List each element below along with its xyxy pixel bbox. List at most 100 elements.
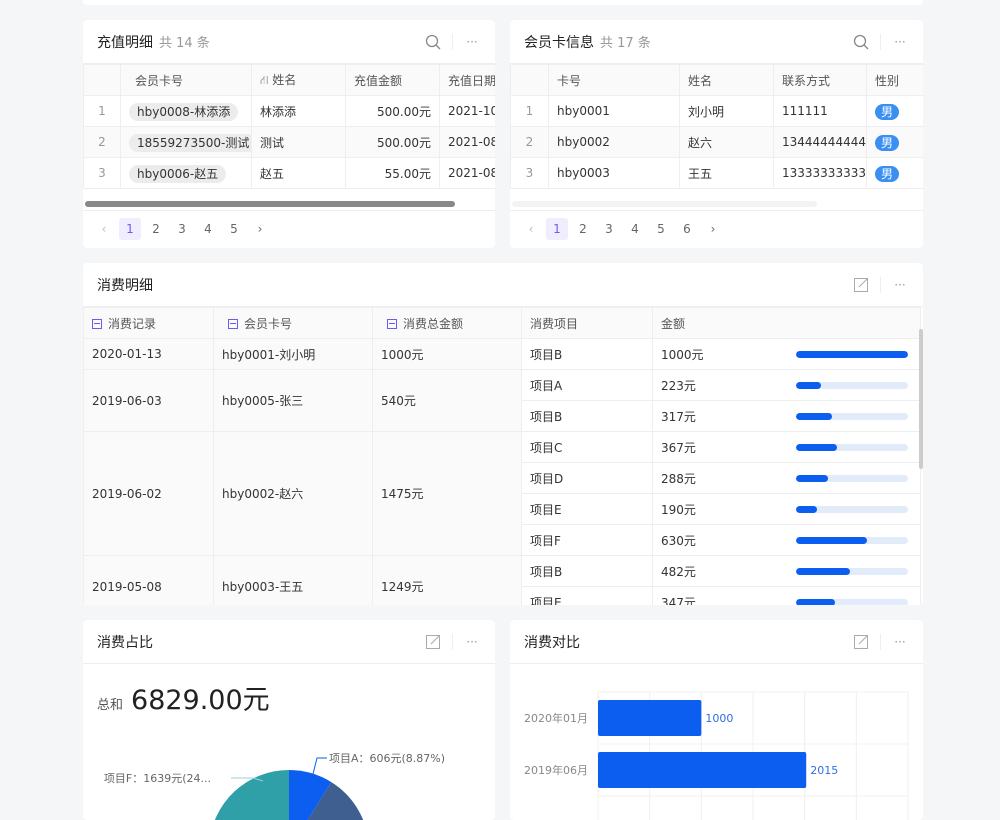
- amount-progress-bar: [796, 444, 908, 451]
- col-card[interactable]: 会员卡号: [120, 64, 252, 96]
- cell-item: 项目E: [521, 493, 653, 525]
- cell-total: 1475元: [372, 431, 522, 556]
- card-title: 充值明细: [97, 34, 153, 51]
- cell-card: hby0001-刘小明: [213, 338, 373, 370]
- table-row[interactable]: 3 hby0003 王五 13333333333 男: [510, 157, 923, 189]
- expand-icon[interactable]: [852, 633, 870, 651]
- consumption-detail-card: 消费明细 ··· 消费记录 会员卡号 消费总金额 消费项目 金额 2020-01…: [83, 263, 923, 605]
- table-row[interactable]: 1 hby0008-林添添 林添添 500.00元 2021-10: [83, 95, 495, 127]
- cell-amount: 367元: [652, 431, 921, 463]
- more-icon[interactable]: ···: [466, 634, 478, 649]
- col-sex[interactable]: 性别: [866, 64, 923, 96]
- table-row[interactable]: 1 hby0001 刘小明 111111 男: [510, 95, 923, 127]
- page-1[interactable]: 1: [546, 218, 568, 240]
- card-header: 消费对比 ···: [510, 620, 923, 664]
- page-4[interactable]: 4: [204, 222, 212, 236]
- pagination: ‹ 1 2 3 4 5 6 ›: [520, 218, 724, 240]
- cell-card: hby0005-张三: [213, 369, 373, 432]
- page-3[interactable]: 3: [178, 222, 186, 236]
- table-row[interactable]: 项目F 630元: [84, 524, 921, 556]
- amount-progress-bar: [796, 599, 908, 605]
- collapse-icon[interactable]: [387, 318, 397, 329]
- search-icon[interactable]: [424, 33, 442, 51]
- card-tag[interactable]: hby0008-林添添: [129, 102, 239, 121]
- more-icon[interactable]: ···: [894, 277, 906, 292]
- col-amount[interactable]: 充值金额: [345, 64, 440, 96]
- prev-page-button[interactable]: ‹: [528, 222, 534, 236]
- cell-date: 2019-06-03: [83, 369, 214, 432]
- cell-date: 2019-06-02: [83, 431, 214, 556]
- table-row[interactable]: 3 hby0006-赵五 赵五 55.00元 2021-08: [83, 157, 495, 189]
- cell-date: 2019-05-08: [83, 555, 214, 605]
- bar[interactable]: [598, 752, 807, 788]
- sex-badge: 男: [875, 134, 900, 151]
- more-icon[interactable]: ···: [894, 634, 906, 649]
- table-row[interactable]: 2 18559273500-测试 测试 500.00元 2021-08: [83, 126, 495, 158]
- table-row[interactable]: 2 hby0002 赵六 13444444444 男: [510, 126, 923, 158]
- table-row[interactable]: 2019-06-02 hby0002-赵六 1475元 项目C 367元: [83, 431, 921, 556]
- page-6[interactable]: 6: [683, 222, 691, 236]
- table-row[interactable]: 2019-06-03 hby0005-张三 540元 项目A 223元: [83, 369, 921, 432]
- collapse-icon[interactable]: [92, 318, 102, 329]
- cell-item: 项目B: [521, 338, 653, 370]
- page-5[interactable]: 5: [657, 222, 665, 236]
- page-3[interactable]: 3: [605, 222, 613, 236]
- col-date[interactable]: 充值日期: [439, 64, 495, 96]
- expand-icon[interactable]: [424, 633, 442, 651]
- horizontal-scrollbar[interactable]: [85, 201, 455, 207]
- col-total[interactable]: 消费总金额: [372, 307, 522, 339]
- divider: [880, 33, 881, 50]
- horizontal-scrollbar[interactable]: [512, 201, 817, 207]
- col-card[interactable]: 卡号: [548, 64, 680, 96]
- card-header: 消费占比 ···: [83, 620, 495, 664]
- prev-page-button[interactable]: ‹: [101, 222, 107, 236]
- table-row[interactable]: 2019-05-08 hby0003-王五 1249元 项目B 482元: [83, 555, 921, 605]
- search-icon[interactable]: [852, 33, 870, 51]
- vertical-scrollbar[interactable]: [919, 329, 923, 469]
- cell-amount: 1000元: [652, 338, 921, 370]
- col-card[interactable]: 会员卡号: [213, 307, 373, 339]
- col-record[interactable]: 消费记录: [83, 307, 214, 339]
- next-page-button[interactable]: ›: [257, 222, 263, 236]
- table-row[interactable]: 项目E 347元: [84, 586, 921, 605]
- card-tag[interactable]: hby0006-赵五: [129, 164, 227, 183]
- amount-progress-bar: [796, 413, 908, 420]
- col-name[interactable]: ⛙ 姓名: [251, 64, 346, 96]
- hierarchy-icon: ⛙: [260, 73, 273, 87]
- cell-amount: 317元: [652, 400, 921, 432]
- col-amount[interactable]: 金额: [652, 307, 921, 339]
- card-title: 会员卡信息: [524, 34, 594, 51]
- page-4[interactable]: 4: [631, 222, 639, 236]
- next-page-button[interactable]: ›: [710, 222, 716, 236]
- table-row[interactable]: 2020-01-13 hby0001-刘小明 1000元 项目B 1000元: [83, 338, 921, 370]
- consumption-compare-card: 消费对比 ··· 1000 2020年01月 2015 2019年06月: [510, 620, 923, 820]
- card-tag[interactable]: 18559273500-测试: [129, 133, 251, 152]
- page-2[interactable]: 2: [152, 222, 160, 236]
- collapse-icon[interactable]: [228, 318, 238, 329]
- slice-label: 项目A：606元(8.87%): [329, 752, 445, 765]
- card-title: 消费占比: [97, 634, 153, 651]
- bar[interactable]: [598, 700, 702, 736]
- label-line: [231, 777, 264, 782]
- page-1[interactable]: 1: [119, 218, 141, 240]
- table-row[interactable]: 项目D 288元: [84, 462, 921, 494]
- col-name[interactable]: 姓名: [679, 64, 774, 96]
- cell-item: 项目A: [521, 369, 653, 401]
- more-icon[interactable]: ···: [894, 34, 906, 49]
- more-icon[interactable]: ···: [466, 34, 478, 49]
- total-label: 总和: [97, 698, 124, 713]
- cell-amount: 347元: [652, 586, 921, 605]
- table-row[interactable]: 项目B 317元: [84, 400, 921, 432]
- divider: [880, 633, 881, 650]
- cell-card: hby0003-王五: [213, 555, 373, 605]
- record-count: 共 14 条: [159, 36, 210, 51]
- col-phone[interactable]: 联系方式: [773, 64, 867, 96]
- cell-total: 1000元: [372, 338, 522, 370]
- expand-icon[interactable]: [852, 276, 870, 294]
- page-5[interactable]: 5: [230, 222, 238, 236]
- cell-amount: 630元: [652, 524, 921, 556]
- sex-badge: 男: [875, 103, 900, 120]
- page-2[interactable]: 2: [579, 222, 587, 236]
- card-title: 消费对比: [524, 634, 580, 651]
- col-item[interactable]: 消费项目: [521, 307, 653, 339]
